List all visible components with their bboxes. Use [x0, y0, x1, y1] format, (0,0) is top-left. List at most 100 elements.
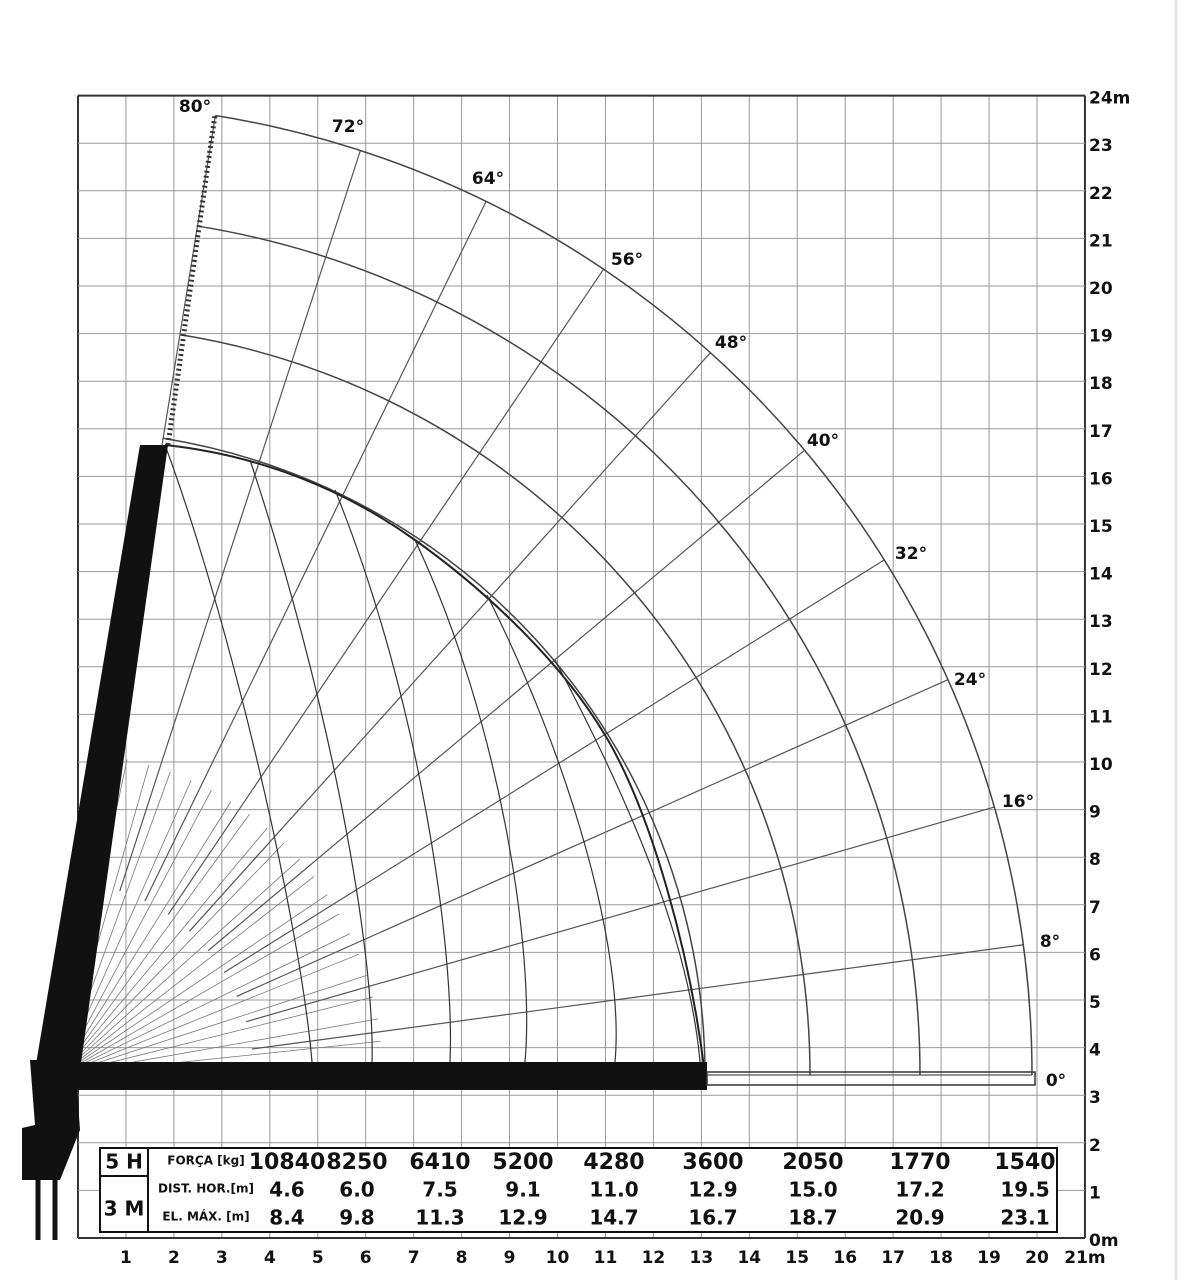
- row-label: EL. MÁX. [m]: [162, 1209, 249, 1224]
- x-tick-label: 10: [546, 1248, 570, 1268]
- angle-line: [144, 201, 487, 902]
- knuckle-curve: [554, 659, 701, 1063]
- cell-value: 20.9: [895, 1206, 944, 1230]
- angle-line: [236, 679, 949, 997]
- crane-base: [22, 1060, 80, 1180]
- x-tick-label: 2: [168, 1248, 180, 1268]
- y-tick-label: 4: [1089, 1041, 1101, 1061]
- fan-line: [59, 894, 328, 1076]
- angle-line: [167, 268, 605, 915]
- cell-value: 10840: [249, 1150, 326, 1175]
- x-tick-label: 7: [408, 1248, 420, 1268]
- x-tick-label: 20: [1025, 1248, 1049, 1268]
- cell-value: 6.0: [339, 1178, 374, 1202]
- row-label: DIST. HOR.[m]: [158, 1182, 254, 1196]
- cell-value: 18.7: [788, 1206, 837, 1230]
- cell-value: 16.7: [688, 1206, 737, 1230]
- y-tick-label: 0m: [1089, 1231, 1119, 1251]
- angle-label: 8°: [1040, 932, 1060, 952]
- y-tick-label: 12: [1089, 660, 1113, 680]
- cell-value: 12.9: [688, 1178, 737, 1202]
- x-tick-label: 5: [312, 1248, 324, 1268]
- angle-label: 48°: [715, 333, 747, 353]
- group-label: 3 M: [104, 1197, 145, 1221]
- y-tick-label: 17: [1089, 422, 1113, 442]
- x-tick-label: 9: [504, 1248, 516, 1268]
- cell-value: 1540: [994, 1150, 1055, 1175]
- cell-value: 4280: [583, 1150, 644, 1175]
- y-tick-label: 3: [1089, 1088, 1101, 1108]
- x-tick-label: 3: [216, 1248, 228, 1268]
- fan-line: [59, 996, 374, 1076]
- x-tick-label: 14: [737, 1248, 761, 1268]
- boom-extension-h: [706, 1071, 1036, 1086]
- y-tick-label: 6: [1089, 945, 1101, 965]
- cell-value: 23.1: [1000, 1206, 1049, 1230]
- cell-value: 3600: [682, 1150, 743, 1175]
- knuckle-curve: [249, 459, 373, 1063]
- y-tick-label: 21: [1089, 231, 1113, 251]
- range-arc: [197, 225, 921, 1076]
- fan-line: [59, 913, 340, 1076]
- cell-value: 2050: [782, 1150, 843, 1175]
- y-tick-label: 23: [1089, 136, 1113, 156]
- angle-label: 24°: [954, 670, 986, 690]
- fan-line: [59, 801, 232, 1076]
- range-arc: [163, 437, 706, 1076]
- cell-value: 14.7: [589, 1206, 638, 1230]
- y-tick-label: 24m: [1089, 89, 1130, 109]
- y-tick-label: 1: [1089, 1183, 1101, 1203]
- cell-value: 8250: [326, 1150, 387, 1175]
- y-tick-label: 14: [1089, 565, 1113, 585]
- y-tick-label: 5: [1089, 993, 1101, 1013]
- x-tick-label: 21m: [1064, 1248, 1105, 1268]
- x-tick-label: 8: [456, 1248, 468, 1268]
- fan-line: [59, 858, 300, 1076]
- range-arc: [215, 114, 1033, 1076]
- fan-line: [59, 876, 315, 1076]
- knuckle-curve: [334, 489, 452, 1063]
- cell-value: 6410: [409, 1150, 470, 1175]
- fan-line: [59, 953, 360, 1076]
- knuckle-envelope: [164, 444, 706, 1076]
- angle-line: [245, 806, 995, 1023]
- fan-line: [59, 813, 250, 1076]
- y-tick-label: 2: [1089, 1136, 1101, 1156]
- knuckle-curve: [486, 594, 617, 1063]
- angle-line: [119, 150, 361, 892]
- y-tick-label: 16: [1089, 469, 1113, 489]
- angle-label: 56°: [611, 250, 643, 270]
- y-tick-label: 9: [1089, 803, 1101, 823]
- x-tick-label: 13: [690, 1248, 714, 1268]
- x-tick-label: 18: [929, 1248, 953, 1268]
- y-tick-label: 22: [1089, 184, 1113, 204]
- y-tick-label: 8: [1089, 850, 1101, 870]
- cell-value: 11.3: [415, 1206, 464, 1230]
- y-tick-label: 18: [1089, 374, 1113, 394]
- y-tick-label: 19: [1089, 327, 1113, 347]
- angle-line: [189, 352, 711, 932]
- angle-label: 32°: [895, 544, 927, 564]
- x-tick-label: 6: [360, 1248, 372, 1268]
- angle-label: 80°: [179, 97, 211, 117]
- angle-line: [223, 559, 885, 973]
- x-tick-label: 12: [642, 1248, 666, 1268]
- cell-value: 8.4: [269, 1206, 304, 1230]
- cell-value: 9.8: [339, 1206, 374, 1230]
- y-tick-label: 20: [1089, 279, 1113, 299]
- cell-value: 4.6: [269, 1178, 304, 1202]
- fan-line: [59, 974, 367, 1076]
- cell-value: 5200: [492, 1150, 553, 1175]
- table-frame: [99, 1147, 1058, 1233]
- fan-line: [59, 933, 351, 1076]
- boom-extension: [165, 114, 218, 446]
- cell-value: 7.5: [422, 1178, 457, 1202]
- angle-line: [251, 944, 1024, 1050]
- cell-value: 11.0: [589, 1178, 638, 1202]
- row-label: FORÇA [kg]: [167, 1154, 244, 1168]
- cell-value: 1770: [889, 1150, 950, 1175]
- x-tick-label: 16: [833, 1248, 857, 1268]
- y-tick-label: 7: [1089, 898, 1101, 918]
- cell-value: 15.0: [788, 1178, 837, 1202]
